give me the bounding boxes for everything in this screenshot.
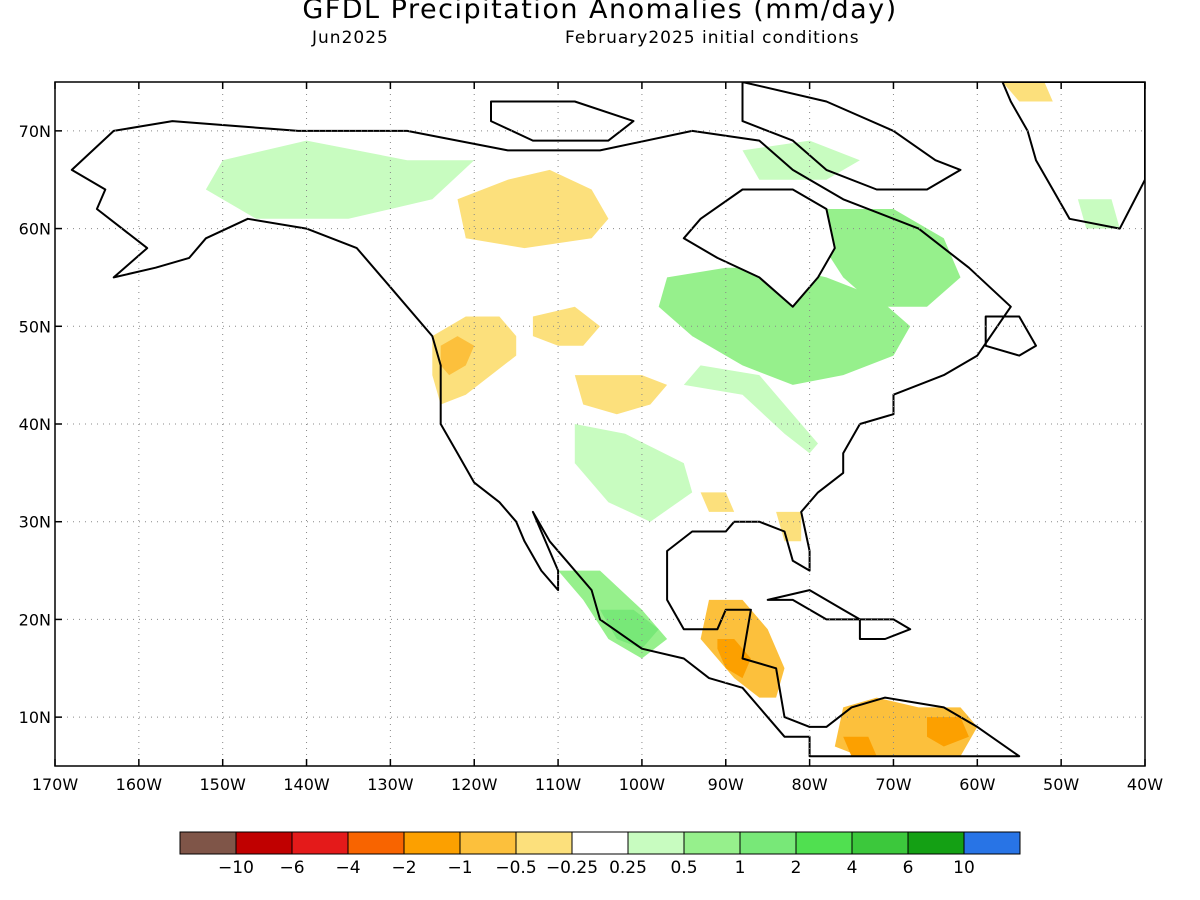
colorbar-swatch-2: [291, 831, 349, 855]
colorbar-swatch-9: [683, 831, 741, 855]
anomaly-region-22: [1077, 199, 1120, 229]
anomaly-region-7: [717, 639, 751, 679]
coastline-1: [1001, 82, 1145, 230]
lon-tick-label: 150W: [200, 775, 247, 794]
colorbar-label: −0.25: [546, 858, 598, 878]
map-title: GFDL Precipitation Anomalies (mm/day): [302, 0, 898, 25]
anomaly-region-5: [532, 306, 600, 346]
colorbar-label: −2: [391, 858, 416, 878]
colorbar-label: −0.5: [495, 858, 536, 878]
colorbar-label: 6: [903, 858, 914, 878]
colorbar-swatch-8: [627, 831, 685, 855]
anomaly-region-12: [700, 492, 735, 512]
anomaly-region-4: [574, 375, 668, 415]
colorbar-label: 2: [791, 858, 802, 878]
anomaly-region-11: [776, 511, 802, 542]
anomaly-region-1: [457, 169, 609, 249]
colorbar-label: −4: [335, 858, 360, 878]
colorbar-label: −1: [447, 858, 472, 878]
coastline-6: [858, 618, 912, 640]
lon-tick-label: 120W: [451, 775, 498, 794]
colorbar-swatch-1: [235, 831, 293, 855]
lat-tick-label: 30N: [19, 513, 51, 532]
lon-tick-label: 160W: [116, 775, 163, 794]
colorbar-label: −6: [279, 858, 304, 878]
colorbar-swatch-13: [907, 831, 965, 855]
lon-tick-label: 40W: [1127, 775, 1163, 794]
anomaly-region-3: [440, 336, 475, 376]
forecast-month: Jun2025: [312, 28, 389, 48]
coastline-4: [984, 315, 1037, 357]
anomaly-region-2: [432, 316, 517, 405]
anomaly-region-9: [843, 736, 877, 757]
anomaly-region-20: [574, 424, 693, 522]
lon-tick-label: 130W: [367, 775, 414, 794]
colorbar-swatch-3: [347, 831, 405, 855]
colorbar-swatch-6: [515, 831, 573, 855]
inland-water-0: [682, 188, 836, 308]
coastline-2: [741, 82, 962, 191]
anomaly-region-14: [658, 267, 911, 385]
anomaly-region-19: [683, 365, 818, 454]
lat-tick-label: 70N: [19, 122, 51, 141]
anomaly-region-10: [927, 717, 969, 747]
coastline-3: [490, 100, 635, 142]
colorbar-swatch-7: [571, 831, 629, 855]
colorbar-label: 0.25: [609, 858, 647, 878]
lon-tick-label: 80W: [792, 775, 828, 794]
colorbar-label: 0.5: [670, 858, 697, 878]
colorbar-swatch-4: [403, 831, 461, 855]
colorbar-label: −10: [218, 858, 254, 878]
colorbar-label: 10: [953, 858, 975, 878]
lat-tick-label: 50N: [19, 317, 51, 336]
initial-conditions: February2025 initial conditions: [565, 28, 860, 48]
lon-tick-label: 60W: [959, 775, 995, 794]
lon-tick-label: 140W: [283, 775, 330, 794]
lat-tick-label: 10N: [19, 708, 51, 727]
lat-tick-label: 40N: [19, 415, 51, 434]
colorbar-label: 1: [735, 858, 746, 878]
colorbar-swatch-14: [963, 831, 1021, 855]
anomaly-region-13: [1002, 82, 1053, 102]
colorbar-swatch-12: [851, 831, 909, 855]
colorbar-swatch-0: [179, 831, 237, 855]
lon-tick-label: 90W: [708, 775, 744, 794]
coastline-0: [70, 120, 1021, 758]
lat-tick-label: 20N: [19, 610, 51, 629]
anomaly-region-17: [600, 609, 659, 649]
colorbar-label: 4: [847, 858, 858, 878]
lon-tick-label: 170W: [32, 775, 79, 794]
anomaly-region-18: [205, 140, 475, 219]
lon-tick-label: 110W: [535, 775, 582, 794]
colorbar-swatch-11: [795, 831, 853, 855]
colorbar-swatch-5: [459, 831, 517, 855]
lon-tick-label: 100W: [619, 775, 666, 794]
lon-tick-label: 50W: [1043, 775, 1079, 794]
lat-tick-label: 60N: [19, 220, 51, 239]
colorbar-swatch-10: [739, 831, 797, 855]
lon-tick-label: 70W: [875, 775, 911, 794]
